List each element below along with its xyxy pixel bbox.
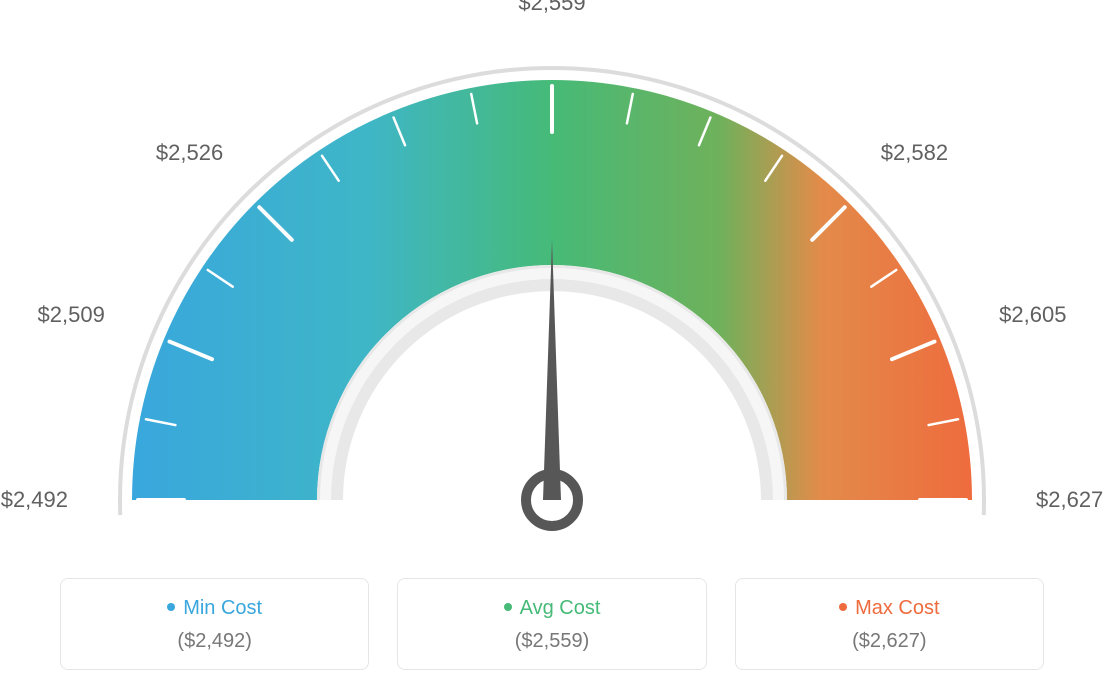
legend-card-avg: Avg Cost ($2,559) bbox=[397, 578, 706, 670]
gauge-tick-label: $2,627 bbox=[1036, 487, 1103, 513]
dot-icon bbox=[504, 603, 512, 611]
legend-value-avg: ($2,559) bbox=[408, 630, 695, 653]
gauge-chart: $2,492 $2,509 $2,526 $2,559 $2,582 $2,605 $2,6… bbox=[0, 0, 1104, 560]
legend-card-min: Min Cost ($2,492) bbox=[60, 578, 369, 670]
legend-title-text: Min Cost bbox=[183, 597, 262, 619]
legend-title-text: Max Cost bbox=[855, 597, 939, 619]
gauge-svg bbox=[0, 0, 1104, 560]
cost-gauge-container: $2,492 $2,509 $2,526 $2,559 $2,582 $2,605 $2,6… bbox=[0, 0, 1104, 690]
legend-value-max: ($2,627) bbox=[746, 630, 1033, 653]
legend-title-text: Avg Cost bbox=[520, 597, 601, 619]
gauge-tick-label: $2,509 bbox=[38, 302, 105, 328]
legend-title-avg: Avg Cost bbox=[408, 597, 695, 620]
legend-card-max: Max Cost ($2,627) bbox=[735, 578, 1044, 670]
gauge-tick-label: $2,559 bbox=[518, 0, 585, 16]
legend-value-min: ($2,492) bbox=[71, 630, 358, 653]
gauge-tick-label: $2,582 bbox=[881, 140, 948, 166]
legend-title-min: Min Cost bbox=[71, 597, 358, 620]
dot-icon bbox=[167, 603, 175, 611]
gauge-tick-label: $2,492 bbox=[1, 487, 68, 513]
gauge-tick-label: $2,526 bbox=[156, 140, 223, 166]
gauge-tick-label: $2,605 bbox=[999, 302, 1066, 328]
legend-row: Min Cost ($2,492) Avg Cost ($2,559) Max … bbox=[60, 578, 1044, 670]
dot-icon bbox=[839, 603, 847, 611]
legend-title-max: Max Cost bbox=[746, 597, 1033, 620]
